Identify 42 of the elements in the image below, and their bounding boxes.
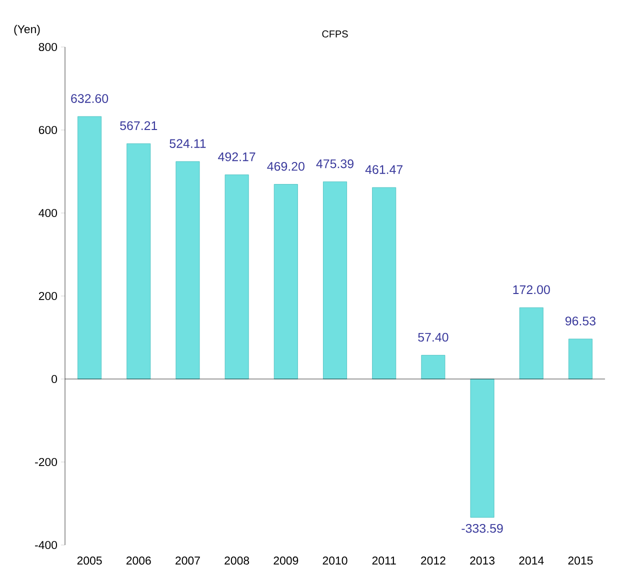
data-label: -333.59 xyxy=(462,524,503,533)
x-tick-label: 2013 xyxy=(470,556,495,565)
bar xyxy=(274,184,298,380)
bar xyxy=(568,338,592,380)
y-axis-title: (Yen) xyxy=(14,24,40,36)
y-tick-label: -200 xyxy=(35,458,58,466)
y-tick-label: 400 xyxy=(38,208,58,218)
bar xyxy=(421,354,446,380)
bar xyxy=(519,307,544,380)
bar xyxy=(323,182,347,380)
bar xyxy=(372,187,396,380)
data-label: 172.00 xyxy=(513,285,550,294)
data-label: 492.17 xyxy=(218,152,256,162)
x-tick-label: 2005 xyxy=(77,556,102,565)
data-label: 567.21 xyxy=(120,121,158,130)
x-tick-label: 2007 xyxy=(176,556,200,565)
data-label: 632.60 xyxy=(71,94,108,103)
x-tick-label: 2008 xyxy=(224,556,250,565)
data-label: 57.40 xyxy=(418,332,448,342)
x-tick-label: 2011 xyxy=(372,556,396,565)
bar xyxy=(126,143,151,380)
bar xyxy=(78,116,102,380)
bar xyxy=(224,174,249,380)
x-tick-label: 2006 xyxy=(126,556,151,565)
y-tick-label: 600 xyxy=(38,126,58,134)
y-tick-label: -400 xyxy=(35,540,58,550)
bar xyxy=(176,161,200,380)
x-tick-label: 2015 xyxy=(568,556,593,565)
y-tick-label: 200 xyxy=(38,292,58,300)
data-label: 475.39 xyxy=(316,159,354,168)
data-label: 524.11 xyxy=(170,139,206,148)
data-label: 461.47 xyxy=(365,165,403,174)
bar xyxy=(470,378,494,518)
data-label: 96.53 xyxy=(565,316,596,326)
chart-title: CFPS xyxy=(322,30,348,38)
x-tick-label: 2012 xyxy=(421,556,446,565)
y-tick-label: 0 xyxy=(52,374,58,384)
x-tick-label: 2014 xyxy=(519,556,544,565)
y-tick-label: 800 xyxy=(38,42,58,52)
x-tick-label: 2010 xyxy=(322,556,348,565)
data-label: 469.20 xyxy=(267,162,304,171)
x-tick-label: 2009 xyxy=(274,556,298,565)
